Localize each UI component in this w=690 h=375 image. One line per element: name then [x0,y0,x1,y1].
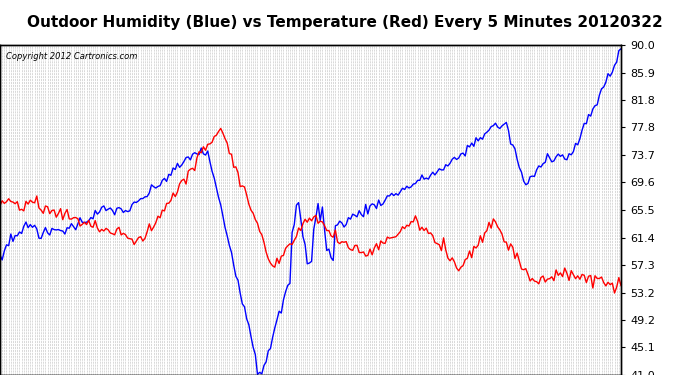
Text: Outdoor Humidity (Blue) vs Temperature (Red) Every 5 Minutes 20120322: Outdoor Humidity (Blue) vs Temperature (… [27,15,663,30]
Text: Copyright 2012 Cartronics.com: Copyright 2012 Cartronics.com [6,52,137,61]
